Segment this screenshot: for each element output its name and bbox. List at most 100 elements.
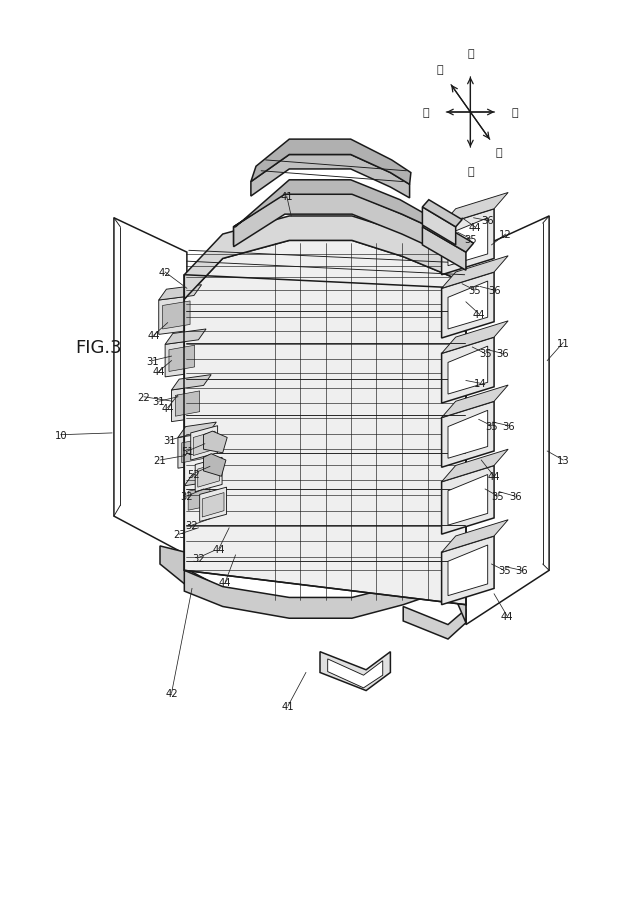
Polygon shape xyxy=(188,487,210,510)
Polygon shape xyxy=(169,346,195,372)
Polygon shape xyxy=(184,471,221,486)
Text: 35: 35 xyxy=(479,349,492,359)
Text: 左: 左 xyxy=(423,107,429,118)
Text: 44: 44 xyxy=(472,309,485,320)
Text: 31: 31 xyxy=(146,356,159,367)
Polygon shape xyxy=(422,200,462,228)
Polygon shape xyxy=(448,219,488,266)
Text: 44: 44 xyxy=(488,471,500,482)
Text: 44: 44 xyxy=(152,367,165,377)
Polygon shape xyxy=(182,439,205,463)
Text: 42: 42 xyxy=(159,267,172,278)
Text: 36: 36 xyxy=(496,349,509,359)
Polygon shape xyxy=(442,193,508,226)
Polygon shape xyxy=(198,463,220,488)
Text: 44: 44 xyxy=(468,222,481,233)
Text: 31: 31 xyxy=(163,435,176,446)
Polygon shape xyxy=(422,208,456,246)
Polygon shape xyxy=(234,194,426,246)
Text: 32: 32 xyxy=(186,520,198,531)
Polygon shape xyxy=(320,652,390,691)
Text: 前: 前 xyxy=(495,148,502,158)
Polygon shape xyxy=(172,376,211,390)
Text: 36: 36 xyxy=(488,285,500,296)
Text: 11: 11 xyxy=(557,338,570,349)
Polygon shape xyxy=(160,546,186,585)
Polygon shape xyxy=(184,241,466,605)
Polygon shape xyxy=(448,475,488,526)
Text: 41: 41 xyxy=(282,701,294,712)
Text: 22: 22 xyxy=(138,392,150,403)
Polygon shape xyxy=(442,209,494,275)
Polygon shape xyxy=(172,386,204,422)
Text: 14: 14 xyxy=(474,378,486,389)
Polygon shape xyxy=(422,219,474,253)
Polygon shape xyxy=(448,545,488,596)
Polygon shape xyxy=(442,536,494,605)
Text: 35: 35 xyxy=(498,565,511,576)
Text: 52: 52 xyxy=(187,469,200,479)
Polygon shape xyxy=(204,454,226,477)
Polygon shape xyxy=(163,302,190,330)
Polygon shape xyxy=(442,273,494,339)
Polygon shape xyxy=(442,466,494,535)
Polygon shape xyxy=(442,402,494,468)
Polygon shape xyxy=(448,282,488,330)
Text: 23: 23 xyxy=(173,529,186,540)
Polygon shape xyxy=(202,493,224,517)
Text: 右: 右 xyxy=(511,107,518,118)
Text: 35: 35 xyxy=(464,234,477,245)
Polygon shape xyxy=(442,256,508,289)
Polygon shape xyxy=(251,155,410,199)
Text: 21: 21 xyxy=(154,455,166,466)
Polygon shape xyxy=(184,217,466,300)
Polygon shape xyxy=(184,482,214,517)
Polygon shape xyxy=(165,340,198,377)
Polygon shape xyxy=(184,569,466,623)
Polygon shape xyxy=(159,285,202,301)
Polygon shape xyxy=(178,423,216,438)
Text: 32: 32 xyxy=(180,491,193,502)
Polygon shape xyxy=(442,338,494,404)
Text: 44: 44 xyxy=(147,330,160,341)
Text: 下: 下 xyxy=(467,167,474,177)
Polygon shape xyxy=(165,330,206,345)
Polygon shape xyxy=(195,458,222,492)
Text: 35: 35 xyxy=(468,285,481,296)
Polygon shape xyxy=(251,140,411,185)
Polygon shape xyxy=(442,321,508,354)
Text: 32: 32 xyxy=(192,553,205,563)
Text: 31: 31 xyxy=(152,396,165,407)
Polygon shape xyxy=(234,194,426,247)
Text: 35: 35 xyxy=(485,421,498,432)
Polygon shape xyxy=(191,426,218,461)
Text: 44: 44 xyxy=(161,403,174,414)
Text: 上: 上 xyxy=(467,49,474,59)
Text: 42: 42 xyxy=(165,688,178,699)
Polygon shape xyxy=(200,488,227,522)
Polygon shape xyxy=(193,432,215,456)
Polygon shape xyxy=(442,520,508,553)
Polygon shape xyxy=(442,450,508,482)
Text: 51: 51 xyxy=(181,446,194,457)
Polygon shape xyxy=(234,181,426,228)
Text: 36: 36 xyxy=(515,565,528,576)
Text: 13: 13 xyxy=(557,455,570,466)
Polygon shape xyxy=(186,569,223,605)
Text: 41: 41 xyxy=(280,191,293,202)
Polygon shape xyxy=(328,659,383,688)
Text: 44: 44 xyxy=(212,544,225,554)
Polygon shape xyxy=(159,296,194,335)
Polygon shape xyxy=(175,391,200,416)
Text: 44: 44 xyxy=(500,610,513,621)
Text: 36: 36 xyxy=(509,491,522,502)
Text: 後: 後 xyxy=(436,65,444,75)
Polygon shape xyxy=(422,228,466,271)
Text: 36: 36 xyxy=(481,216,494,227)
Text: 12: 12 xyxy=(499,229,512,240)
Text: 35: 35 xyxy=(492,491,504,502)
Polygon shape xyxy=(403,607,466,639)
Polygon shape xyxy=(204,432,227,453)
Polygon shape xyxy=(442,386,508,418)
Polygon shape xyxy=(178,433,209,469)
